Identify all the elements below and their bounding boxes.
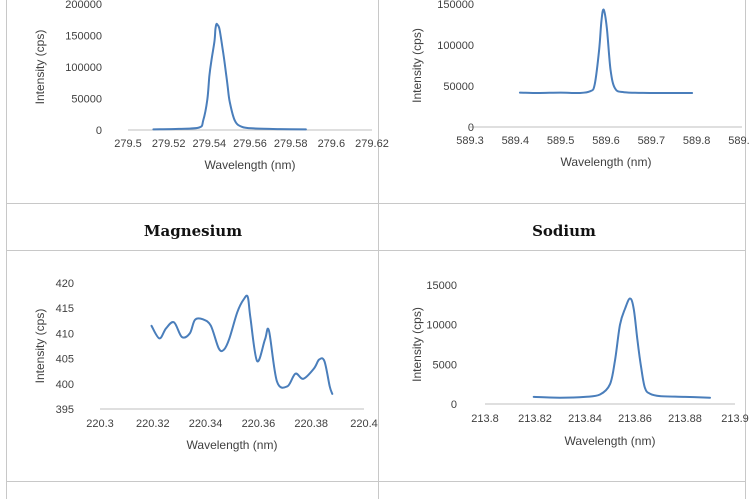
y-tick-label: 200000 — [65, 0, 102, 11]
data-series-line — [518, 8, 694, 95]
x-tick-label: 589.5 — [547, 135, 575, 147]
y-tick-label: 100000 — [65, 62, 102, 74]
x-tick-label: 213.82 — [518, 413, 552, 425]
y-tick-label: 405 — [56, 354, 74, 366]
x-tick-label: 213.88 — [668, 413, 702, 425]
y-tick-label: 5000 — [433, 359, 457, 371]
table-border-middle — [378, 0, 379, 499]
data-series-line — [532, 297, 711, 399]
x-axis-title: Wavelength (nm) — [565, 434, 656, 448]
row-divider-1 — [6, 203, 746, 204]
data-series-line — [152, 22, 307, 131]
table-border-left — [6, 0, 7, 499]
x-tick-label: 279.56 — [233, 138, 267, 150]
x-tick-label: 213.9 — [721, 413, 749, 425]
x-tick-label: 589.6 — [592, 135, 620, 147]
x-tick-label: 589.9 — [728, 135, 750, 147]
y-tick-label: 100000 — [437, 40, 474, 52]
row-divider-3 — [6, 481, 746, 482]
x-tick-label: 279.54 — [193, 138, 227, 150]
x-tick-label: 279.6 — [318, 138, 346, 150]
x-tick-label: 589.3 — [456, 135, 484, 147]
x-tick-label: 589.8 — [683, 135, 711, 147]
x-tick-label: 213.84 — [568, 413, 602, 425]
x-axis-title: Wavelength (nm) — [187, 438, 278, 452]
x-tick-label: 220.34 — [189, 418, 223, 430]
y-tick-label: 50000 — [71, 94, 102, 106]
y-tick-label: 15000 — [426, 280, 457, 292]
y-axis-title: Intensity (cps) — [33, 30, 47, 105]
x-tick-label: 279.58 — [274, 138, 308, 150]
y-axis-title: Intensity (cps) — [410, 307, 424, 382]
y-tick-label: 0 — [451, 399, 457, 411]
table-border-right — [745, 0, 746, 499]
chart-sodium: 0 5000 10000 15000 213.8 213.82 213.84 213.86 21… — [410, 280, 749, 448]
y-tick-label: 0 — [96, 125, 102, 137]
data-series-line — [150, 294, 334, 395]
magnesium-label: Magnesium — [143, 222, 243, 240]
x-tick-label: 279.5 — [114, 138, 142, 150]
sodium-label: Sodium — [532, 222, 596, 240]
x-axis-title: Wavelength (nm) — [205, 158, 296, 172]
x-tick-label: 589.4 — [502, 135, 530, 147]
y-axis-title: Intensity (cps) — [410, 28, 424, 103]
x-tick-label: 213.8 — [471, 413, 499, 425]
x-tick-label: 220.4 — [350, 418, 378, 430]
y-axis-title: Intensity (cps) — [33, 309, 47, 384]
x-tick-label: 279.52 — [152, 138, 186, 150]
chart-magnesium: 395 400 405 410 415 420 220.3 220.32 220.34 220.3… — [33, 278, 378, 452]
y-tick-label: 415 — [56, 303, 74, 315]
y-tick-label: 420 — [56, 278, 74, 290]
y-tick-label: 410 — [56, 328, 74, 340]
x-tick-label: 220.36 — [242, 418, 276, 430]
x-tick-label: 589.7 — [638, 135, 666, 147]
x-tick-label: 213.86 — [618, 413, 652, 425]
chart-top-left: 0 50000 100000 150000 200000 279.5 279.52 279.5… — [33, 0, 389, 172]
y-tick-label: 150000 — [65, 31, 102, 43]
row-divider-2 — [6, 250, 746, 251]
x-tick-label: 220.32 — [136, 418, 170, 430]
y-tick-label: 50000 — [443, 81, 474, 93]
y-tick-label: 0 — [468, 122, 474, 134]
x-tick-label: 220.3 — [86, 418, 114, 430]
x-tick-label: 279.62 — [355, 138, 389, 150]
x-axis-title: Wavelength (nm) — [561, 155, 652, 169]
y-tick-label: 150000 — [437, 0, 474, 11]
chart-top-right: 0 50000 100000 150000 589.3 589.4 589.5 589.6 58… — [410, 0, 750, 169]
x-tick-label: 220.38 — [294, 418, 328, 430]
y-tick-label: 395 — [56, 404, 74, 416]
y-tick-label: 10000 — [426, 320, 457, 332]
y-tick-label: 400 — [56, 379, 74, 391]
